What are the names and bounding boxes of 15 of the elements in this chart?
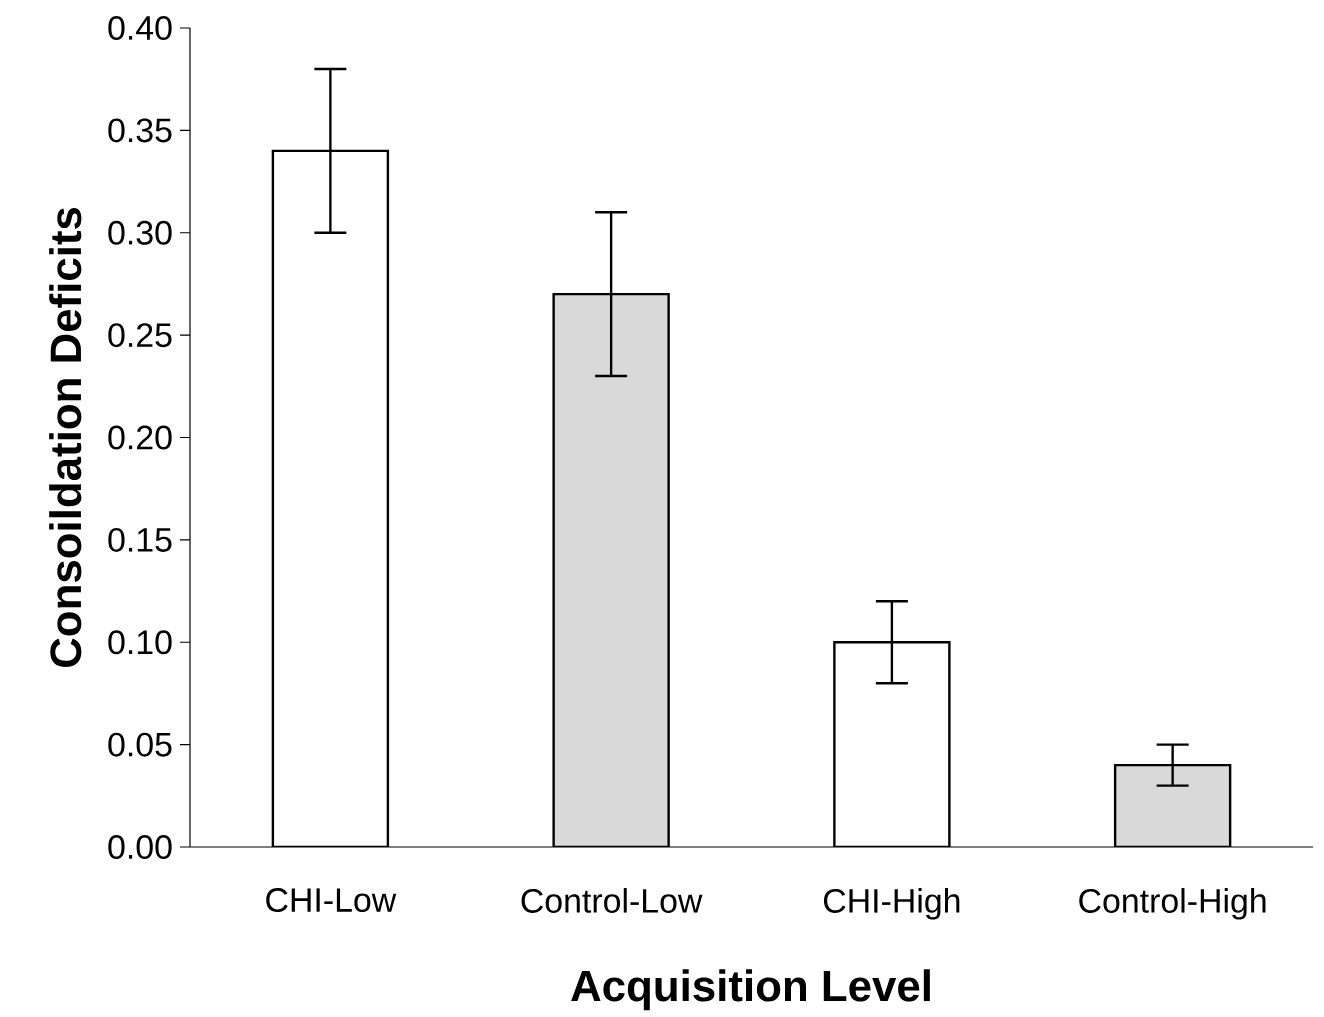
y-tick-label: 0.10 [108,630,172,655]
y-tick-label: 0.25 [108,323,172,348]
x-tick-label: CHI-High [823,888,960,920]
y-tick-label: 0.20 [108,425,172,450]
x-tick-label: Control-High [1079,888,1266,920]
x-axis-title: Acquisition Level [571,969,930,1011]
y-tick-label: 0.35 [108,118,172,143]
y-tick-label: 0.15 [108,527,172,552]
y-tick-label: 0.05 [108,732,172,757]
y-tick-label: 0.30 [108,220,172,245]
x-tick-label: Control-Low [521,888,703,914]
y-tick-label: 0.40 [108,16,172,41]
x-tick-label: CHI-Low [266,888,397,913]
y-axis-title: Consoildation Deficits [49,208,82,668]
y-tick-label: 0.00 [108,835,172,860]
